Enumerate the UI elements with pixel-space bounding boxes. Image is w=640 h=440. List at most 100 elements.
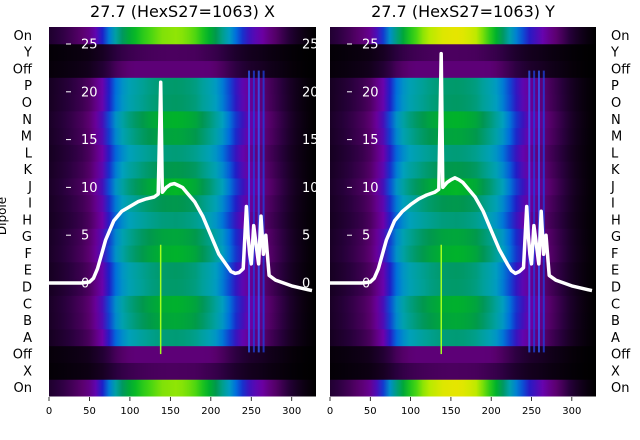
heatmap-stripe (533, 70, 536, 353)
row-label-right: On (611, 381, 629, 396)
heatmap-row-x-1 (49, 362, 316, 380)
heatmap-row-k-13 (49, 161, 316, 179)
overlay-tick-label: 15 (362, 133, 379, 148)
heatmap-row-x-1 (330, 362, 596, 380)
row-label-right: Off (611, 348, 631, 363)
row-label-right: B (611, 314, 620, 329)
row-label-right: P (611, 79, 619, 94)
heatmap-row-n-16 (330, 110, 596, 129)
heatmap-row-off-19 (330, 60, 596, 78)
heatmap-row-on-21 (330, 27, 596, 45)
row-label-left: B (23, 314, 32, 329)
row-label-left: Y (23, 46, 32, 61)
row-label-left: J (27, 180, 32, 195)
row-label-right: E (611, 264, 619, 279)
row-label-left: N (22, 113, 32, 128)
row-label-right: J (610, 180, 615, 195)
row-label-left: O (22, 96, 32, 111)
heatmap-row-f-8 (330, 245, 596, 263)
row-label-left: C (23, 297, 32, 312)
heatmap-stripe (537, 70, 540, 353)
heatmap-stripe (528, 70, 531, 353)
overlay-tick-label-right: 20 (302, 85, 319, 100)
x-tick-label: 250 (522, 406, 541, 417)
overlay-tick-label: 25 (81, 38, 98, 53)
row-label-right: N (611, 113, 621, 128)
overlay-tick-label: 5 (362, 229, 370, 244)
x-tick-label: 0 (327, 406, 333, 417)
x-tick-label: 200 (482, 406, 501, 417)
heatmap-row-h-10 (330, 211, 596, 229)
panel-1: 0 0 5 5 10 10 15 15 20 20 25 25 27.7 (HexS27=1063) X… (46, 2, 319, 417)
heatmap-row-i-11 (49, 194, 316, 212)
y-axis-label: Dipole (0, 197, 9, 235)
heatmap-row-on-0 (330, 379, 596, 397)
x-tick-label: 100 (120, 406, 139, 417)
heatmap-row-off-2 (49, 345, 316, 363)
x-tick-label: 150 (161, 406, 180, 417)
overlay-tick-label-right: 15 (302, 133, 319, 148)
row-label-right: M (611, 130, 622, 145)
x-tick-label: 250 (242, 406, 261, 417)
row-label-right: L (611, 146, 619, 161)
overlay-tick-label: 10 (362, 181, 379, 196)
overlay-tick-label: 10 (81, 181, 98, 196)
row-label-right: H (611, 213, 621, 228)
heatmap-row-y-20 (330, 43, 596, 62)
heatmap-row-a-3 (49, 328, 316, 347)
x-tick-label: 100 (401, 406, 420, 417)
row-label-right: Off (611, 62, 631, 77)
row-label-left: On (14, 381, 32, 396)
row-label-right: D (611, 280, 621, 295)
heatmap-row-c-5 (49, 295, 316, 313)
row-label-left: D (22, 280, 32, 295)
x-tick-label: 0 (46, 406, 52, 417)
row-label-left: L (25, 146, 33, 161)
overlay-tick-label: 20 (81, 85, 98, 100)
row-label-right: K (611, 163, 620, 178)
heatmap-row-a-3 (330, 328, 596, 347)
heatmap-stripe (542, 70, 545, 353)
heatmap-row-i-11 (330, 194, 596, 212)
panel-title: 27.7 (HexS27=1063) Y (371, 2, 555, 21)
overlay-tick-label-right: 0 (302, 277, 310, 292)
overlay-tick-label: 25 (362, 38, 379, 53)
row-label-right: Y (610, 46, 619, 61)
row-label-right: O (611, 96, 621, 111)
heatmap-stripe (262, 70, 265, 353)
x-tick-label: 300 (562, 406, 581, 417)
heatmap-stripe (257, 70, 260, 353)
row-label-right: X (611, 364, 620, 379)
row-label-left: K (23, 163, 32, 178)
heatmap-row-b-4 (49, 312, 316, 330)
heatmap-row-h-10 (49, 211, 316, 229)
panel-title: 27.7 (HexS27=1063) X (90, 2, 275, 21)
heatmap-row-y-20 (49, 43, 316, 62)
row-label-left: H (22, 213, 32, 228)
x-tick-label: 50 (364, 406, 377, 417)
heatmap-row-off-19 (49, 60, 316, 78)
heatmap-row-n-16 (49, 110, 316, 129)
overlay-curve-thick (49, 80, 313, 293)
heatmap-row-c-5 (330, 295, 596, 313)
row-label-right: C (611, 297, 620, 312)
heatmap-row-off-2 (330, 345, 596, 363)
row-label-right: On (611, 29, 629, 44)
overlay-tick-label: 20 (362, 85, 379, 100)
overlay-curve-thick (330, 51, 593, 293)
row-label-left: On (14, 29, 32, 44)
row-label-right: G (611, 230, 621, 245)
heatmap-row-on-21 (49, 27, 316, 45)
row-label-right: I (611, 197, 615, 212)
overlay-tick-label-right: 5 (302, 229, 310, 244)
x-tick-label: 300 (282, 406, 301, 417)
x-tick-label: 200 (201, 406, 220, 417)
row-label-left: F (25, 247, 32, 262)
heatmap-row-b-4 (330, 312, 596, 330)
heatmap-stripe (248, 70, 251, 353)
x-tick-label: 150 (441, 406, 460, 417)
row-label-left: E (24, 264, 32, 279)
row-label-left: A (23, 331, 32, 346)
